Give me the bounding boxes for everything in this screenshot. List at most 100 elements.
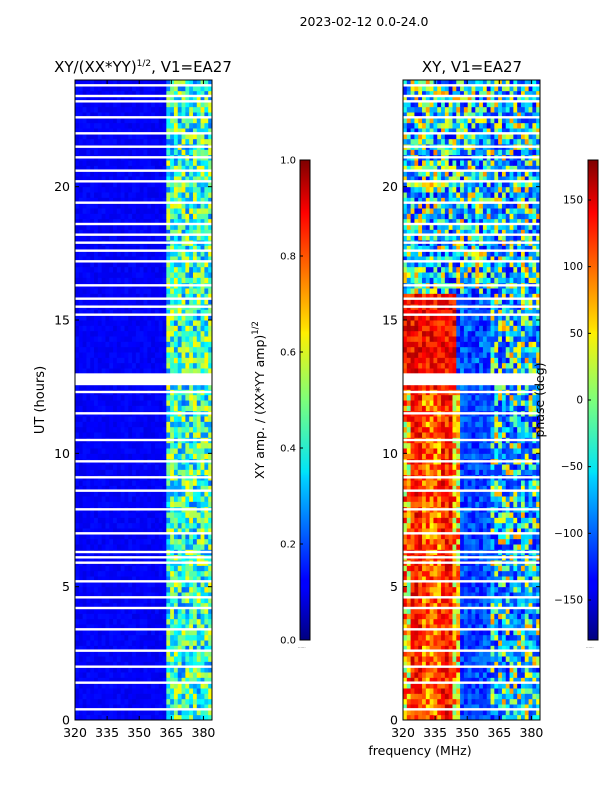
heatmap-cell bbox=[182, 347, 186, 353]
heatmap-cell bbox=[90, 480, 94, 486]
heatmap-cell bbox=[163, 544, 167, 550]
heatmap-cell bbox=[163, 672, 167, 678]
heatmap-cell bbox=[147, 699, 151, 705]
heatmap-cell bbox=[124, 421, 128, 427]
heatmap-cell bbox=[147, 405, 151, 411]
heatmap-cell bbox=[201, 469, 205, 475]
amplitude-y-axis-label: UT (hours) bbox=[33, 366, 48, 434]
heatmap-cell bbox=[182, 427, 186, 433]
heatmap-cell bbox=[109, 331, 113, 337]
heatmap-cell bbox=[185, 107, 189, 113]
heatmap-cell bbox=[411, 640, 415, 646]
heatmap-cell bbox=[174, 421, 178, 427]
heatmap-cell bbox=[189, 688, 193, 694]
heatmap-cell bbox=[79, 448, 83, 454]
heatmap-cell bbox=[83, 400, 87, 406]
heatmap-cell bbox=[124, 288, 128, 294]
heatmap-cell bbox=[155, 587, 159, 593]
heatmap-cell bbox=[201, 501, 205, 507]
x-tick-label: 335 bbox=[95, 725, 119, 740]
heatmap-cell bbox=[132, 320, 136, 326]
heatmap-cell bbox=[185, 352, 189, 358]
heatmap-cell bbox=[185, 187, 189, 193]
heatmap-cell bbox=[79, 464, 83, 470]
heatmap-cell bbox=[109, 149, 113, 155]
heatmap-cell bbox=[94, 688, 98, 694]
colorbar-tick-label: 1.0 bbox=[280, 156, 296, 167]
heatmap-cell bbox=[166, 443, 170, 449]
heatmap-cell bbox=[83, 341, 87, 347]
heatmap-cell bbox=[121, 672, 125, 678]
heatmap-cell bbox=[201, 139, 205, 145]
heatmap-cell bbox=[487, 699, 491, 705]
heatmap-cell bbox=[483, 635, 487, 641]
heatmap-cell bbox=[170, 213, 174, 219]
heatmap-cell bbox=[204, 640, 208, 646]
heatmap-cell bbox=[79, 347, 83, 353]
heatmap-cell bbox=[151, 571, 155, 577]
heatmap-cell bbox=[147, 368, 151, 374]
heatmap-cell bbox=[166, 149, 170, 155]
heatmap-cell bbox=[147, 272, 151, 278]
heatmap-cell bbox=[83, 539, 87, 545]
heatmap-cell bbox=[491, 635, 495, 641]
heatmap-cell bbox=[121, 501, 125, 507]
heatmap-cell bbox=[121, 187, 125, 193]
heatmap-cell bbox=[83, 432, 87, 438]
heatmap-cell bbox=[109, 587, 113, 593]
heatmap-cell bbox=[75, 688, 79, 694]
heatmap-cell bbox=[166, 512, 170, 518]
heatmap-cell bbox=[124, 587, 128, 593]
heatmap-cell bbox=[151, 187, 155, 193]
heatmap-cell bbox=[90, 699, 94, 705]
heatmap-cell bbox=[197, 149, 201, 155]
heatmap-cell bbox=[193, 421, 197, 427]
heatmap-cell bbox=[185, 405, 189, 411]
heatmap-cell bbox=[456, 635, 460, 641]
heatmap-cell bbox=[117, 517, 121, 523]
heatmap-cell bbox=[140, 123, 144, 129]
heatmap-cell bbox=[483, 672, 487, 678]
heatmap-cell bbox=[90, 544, 94, 550]
heatmap-cell bbox=[433, 640, 437, 646]
heatmap-cell bbox=[83, 619, 87, 625]
heatmap-cell bbox=[136, 688, 140, 694]
heatmap-cell bbox=[94, 613, 98, 619]
heatmap-cell bbox=[105, 107, 109, 113]
heatmap-cell bbox=[94, 272, 98, 278]
heatmap-cell bbox=[124, 427, 128, 433]
heatmap-cell bbox=[178, 523, 182, 529]
heatmap-cell bbox=[204, 469, 208, 475]
y-tick-label: 10 bbox=[54, 446, 70, 461]
heatmap-cell bbox=[86, 400, 90, 406]
heatmap-cell bbox=[529, 699, 533, 705]
heatmap-cell bbox=[452, 693, 456, 699]
heatmap-cell bbox=[174, 213, 178, 219]
heatmap-cell bbox=[201, 213, 205, 219]
heatmap-cell bbox=[170, 395, 174, 401]
heatmap-cell bbox=[98, 523, 102, 529]
heatmap-cell bbox=[117, 347, 121, 353]
heatmap-cell bbox=[197, 688, 201, 694]
heatmap-cell bbox=[189, 544, 193, 550]
heatmap-cell bbox=[79, 107, 83, 113]
heatmap-cell bbox=[98, 139, 102, 145]
heatmap-cell bbox=[128, 368, 132, 374]
heatmap-cell bbox=[178, 693, 182, 699]
heatmap-cell bbox=[155, 320, 159, 326]
heatmap-cell bbox=[94, 517, 98, 523]
heatmap-cell bbox=[136, 160, 140, 166]
heatmap-cell bbox=[189, 432, 193, 438]
heatmap-cell bbox=[159, 400, 163, 406]
heatmap-cell bbox=[433, 688, 437, 694]
heatmap-cell bbox=[166, 208, 170, 214]
heatmap-cell bbox=[86, 395, 90, 401]
heatmap-cell bbox=[147, 672, 151, 678]
heatmap-cell bbox=[510, 635, 514, 641]
heatmap-cell bbox=[105, 571, 109, 577]
heatmap-cell bbox=[132, 325, 136, 331]
heatmap-cell bbox=[166, 395, 170, 401]
heatmap-cell bbox=[403, 635, 407, 641]
heatmap-cell bbox=[151, 192, 155, 198]
heatmap-cell bbox=[105, 453, 109, 459]
